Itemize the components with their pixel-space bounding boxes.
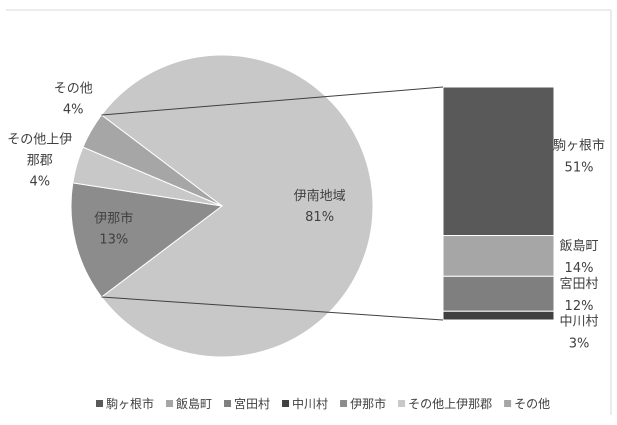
legend-swatch-その他上伊那郡 <box>398 400 406 407</box>
legend-label-伊那市: 伊那市 <box>350 396 386 411</box>
pie-slice-伊南地域 <box>100 54 374 358</box>
bar-segment-宮田村 <box>442 275 555 312</box>
legend-label-中川村: 中川村 <box>292 396 328 411</box>
legend-swatch-その他 <box>504 400 512 407</box>
pie-slice-その他 <box>82 114 223 207</box>
legend-label-宮田村: 宮田村 <box>234 396 270 411</box>
connector-line-top <box>101 86 444 116</box>
bar-segment-駒ヶ根市 <box>442 86 555 237</box>
pie-slice-伊那市 <box>70 182 224 298</box>
bar-label-駒ヶ根市: 駒ヶ根市 51% <box>553 137 605 175</box>
legend-label-その他上伊那郡: その他上伊那郡 <box>408 397 492 411</box>
legend-swatch-中川村 <box>282 400 290 407</box>
legend-label-駒ヶ根市: 駒ヶ根市 <box>106 396 154 411</box>
bar-segment-中川村 <box>442 310 555 321</box>
pie-label-伊南地域: 伊南地域 81% <box>294 188 346 225</box>
bar-label-宮田村: 宮田村 12% <box>559 276 598 314</box>
pie-label-伊那市: 伊那市 13% <box>94 211 133 248</box>
legend-label-飯島町: 飯島町 <box>176 396 212 411</box>
legend-swatch-宮田村 <box>224 400 232 407</box>
bar-segment-飯島町 <box>442 235 555 277</box>
legend-swatch-伊那市 <box>340 400 348 407</box>
legend-swatch-駒ヶ根市 <box>96 400 103 407</box>
legend-label-その他: その他 <box>514 397 550 411</box>
bar-label-中川村: 中川村 3% <box>559 315 598 352</box>
pie-label-その他上伊那郡: その他上伊那郡 4% <box>7 133 72 190</box>
connector-line-bottom <box>101 296 444 321</box>
bar-label-飯島町: 飯島町 14% <box>559 239 598 276</box>
legend-swatch-飯島町 <box>166 400 174 407</box>
pie-label-その他: その他 4% <box>54 82 93 118</box>
